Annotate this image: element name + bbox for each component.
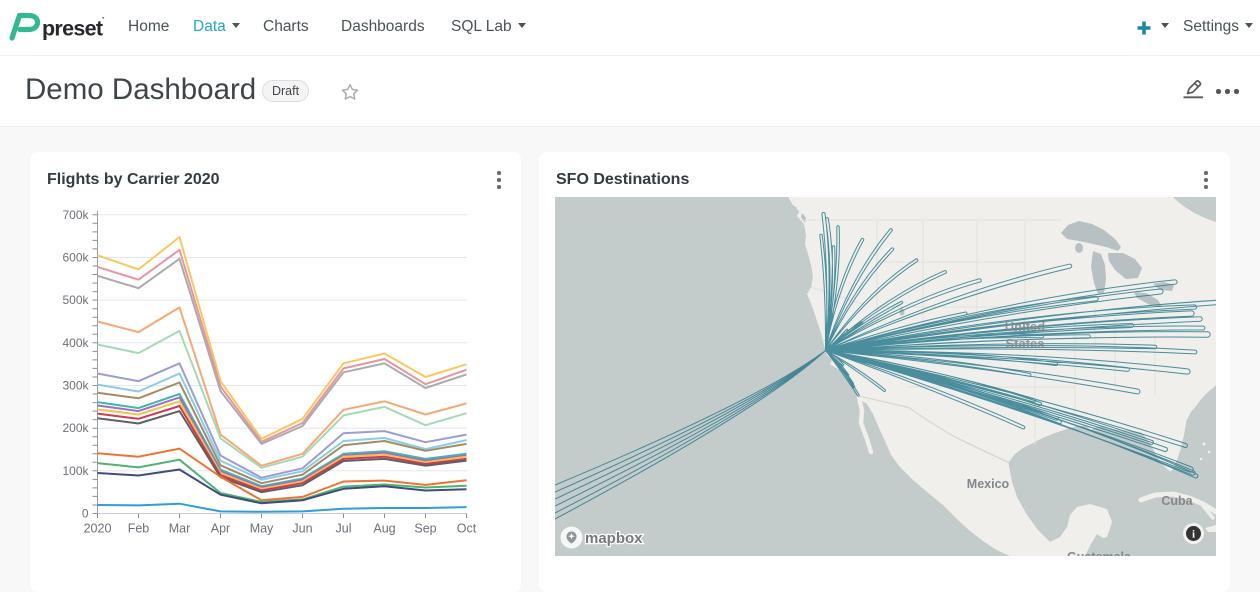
svg-text:200k: 200k xyxy=(62,421,89,435)
svg-text:Mexico: Mexico xyxy=(966,477,1009,491)
svg-text:300k: 300k xyxy=(62,379,89,393)
svg-text:Mar: Mar xyxy=(169,522,191,536)
svg-text:500k: 500k xyxy=(62,293,89,307)
svg-text:2020: 2020 xyxy=(84,522,112,536)
svg-text:United: United xyxy=(1004,319,1045,334)
svg-text:Jul: Jul xyxy=(336,522,352,536)
svg-text:Feb: Feb xyxy=(128,522,150,536)
svg-text:0: 0 xyxy=(82,507,89,521)
svg-text:States: States xyxy=(1005,336,1044,351)
svg-text:600k: 600k xyxy=(62,251,89,265)
svg-text:Guatemala: Guatemala xyxy=(1067,550,1132,556)
svg-text:Jun: Jun xyxy=(292,522,312,536)
svg-text:100k: 100k xyxy=(62,464,89,478)
svg-text:Aug: Aug xyxy=(373,522,395,536)
svg-text:Apr: Apr xyxy=(211,522,230,536)
svg-text:400k: 400k xyxy=(62,336,89,350)
svg-text:Cuba: Cuba xyxy=(1161,494,1193,508)
svg-text:Oct: Oct xyxy=(457,522,477,536)
svg-text:Sep: Sep xyxy=(414,522,436,536)
svg-text:May: May xyxy=(250,522,274,536)
svg-text:700k: 700k xyxy=(62,208,89,222)
svg-text:preset: preset xyxy=(42,17,103,41)
svg-text:mapbox: mapbox xyxy=(585,530,643,547)
svg-text:i: i xyxy=(1191,528,1194,540)
